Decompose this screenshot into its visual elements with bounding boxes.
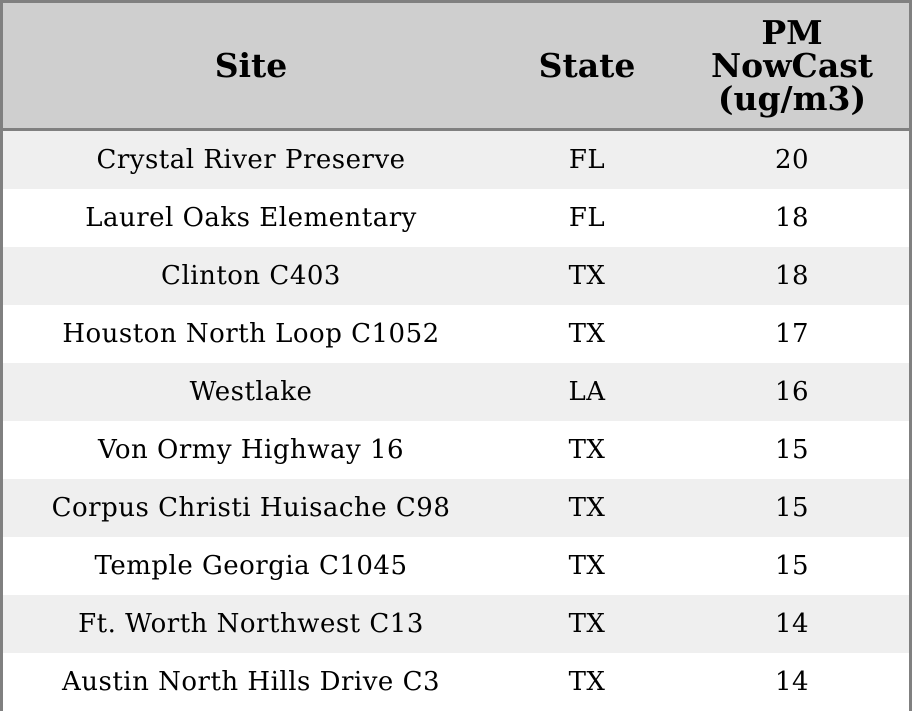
table-row: Crystal River Preserve FL 20	[3, 129, 909, 189]
table-row: Houston North Loop C1052 TX 17	[3, 305, 909, 363]
table-row: Corpus Christi Huisache C98 TX 15	[3, 479, 909, 537]
cell-pm-nowcast: 17	[675, 305, 909, 363]
cell-pm-nowcast: 15	[675, 479, 909, 537]
cell-state: TX	[499, 305, 675, 363]
header-pm-nowcast: PM NowCast (ug/m3)	[675, 3, 909, 131]
cell-site: Crystal River Preserve	[3, 129, 499, 189]
cell-site: Corpus Christi Huisache C98	[3, 479, 499, 537]
cell-pm-nowcast: 18	[675, 247, 909, 305]
cell-state: TX	[499, 479, 675, 537]
cell-state: LA	[499, 363, 675, 421]
header-site: Site	[3, 3, 499, 131]
table-body: Crystal River Preserve FL 20 Laurel Oaks El…	[3, 129, 909, 711]
table-row: Austin North Hills Drive C3 TX 14	[3, 653, 909, 711]
cell-site: Westlake	[3, 363, 499, 421]
cell-state: FL	[499, 129, 675, 189]
cell-pm-nowcast: 15	[675, 421, 909, 479]
cell-site: Austin North Hills Drive C3	[3, 653, 499, 711]
header-pm-line2: NowCast	[710, 46, 874, 85]
table-header: Site State PM NowCast (ug/m3)	[3, 3, 909, 131]
table-row: Clinton C403 TX 18	[3, 247, 909, 305]
cell-site: Ft. Worth Northwest C13	[3, 595, 499, 653]
table-row: Temple Georgia C1045 TX 15	[3, 537, 909, 595]
cell-pm-nowcast: 20	[675, 129, 909, 189]
cell-pm-nowcast: 16	[675, 363, 909, 421]
cell-state: TX	[499, 595, 675, 653]
cell-pm-nowcast: 18	[675, 189, 909, 247]
header-pm-line3: (ug/m3)	[717, 79, 867, 118]
cell-state: TX	[499, 421, 675, 479]
table-row: Ft. Worth Northwest C13 TX 14	[3, 595, 909, 653]
table-row: Westlake LA 16	[3, 363, 909, 421]
table-row: Laurel Oaks Elementary FL 18	[3, 189, 909, 247]
header-pm-line1: PM	[761, 13, 823, 52]
cell-site: Laurel Oaks Elementary	[3, 189, 499, 247]
cell-state: FL	[499, 189, 675, 247]
cell-pm-nowcast: 14	[675, 653, 909, 711]
cell-site: Houston North Loop C1052	[3, 305, 499, 363]
cell-pm-nowcast: 15	[675, 537, 909, 595]
cell-pm-nowcast: 14	[675, 595, 909, 653]
cell-site: Von Ormy Highway 16	[3, 421, 499, 479]
cell-site: Clinton C403	[3, 247, 499, 305]
cell-state: TX	[499, 653, 675, 711]
header-state: State	[499, 3, 675, 131]
pm-nowcast-table: Site State PM NowCast (ug/m3) Crystal Ri…	[3, 3, 909, 711]
cell-state: TX	[499, 537, 675, 595]
cell-state: TX	[499, 247, 675, 305]
header-row: Site State PM NowCast (ug/m3)	[3, 3, 909, 131]
cell-site: Temple Georgia C1045	[3, 537, 499, 595]
table-row: Von Ormy Highway 16 TX 15	[3, 421, 909, 479]
